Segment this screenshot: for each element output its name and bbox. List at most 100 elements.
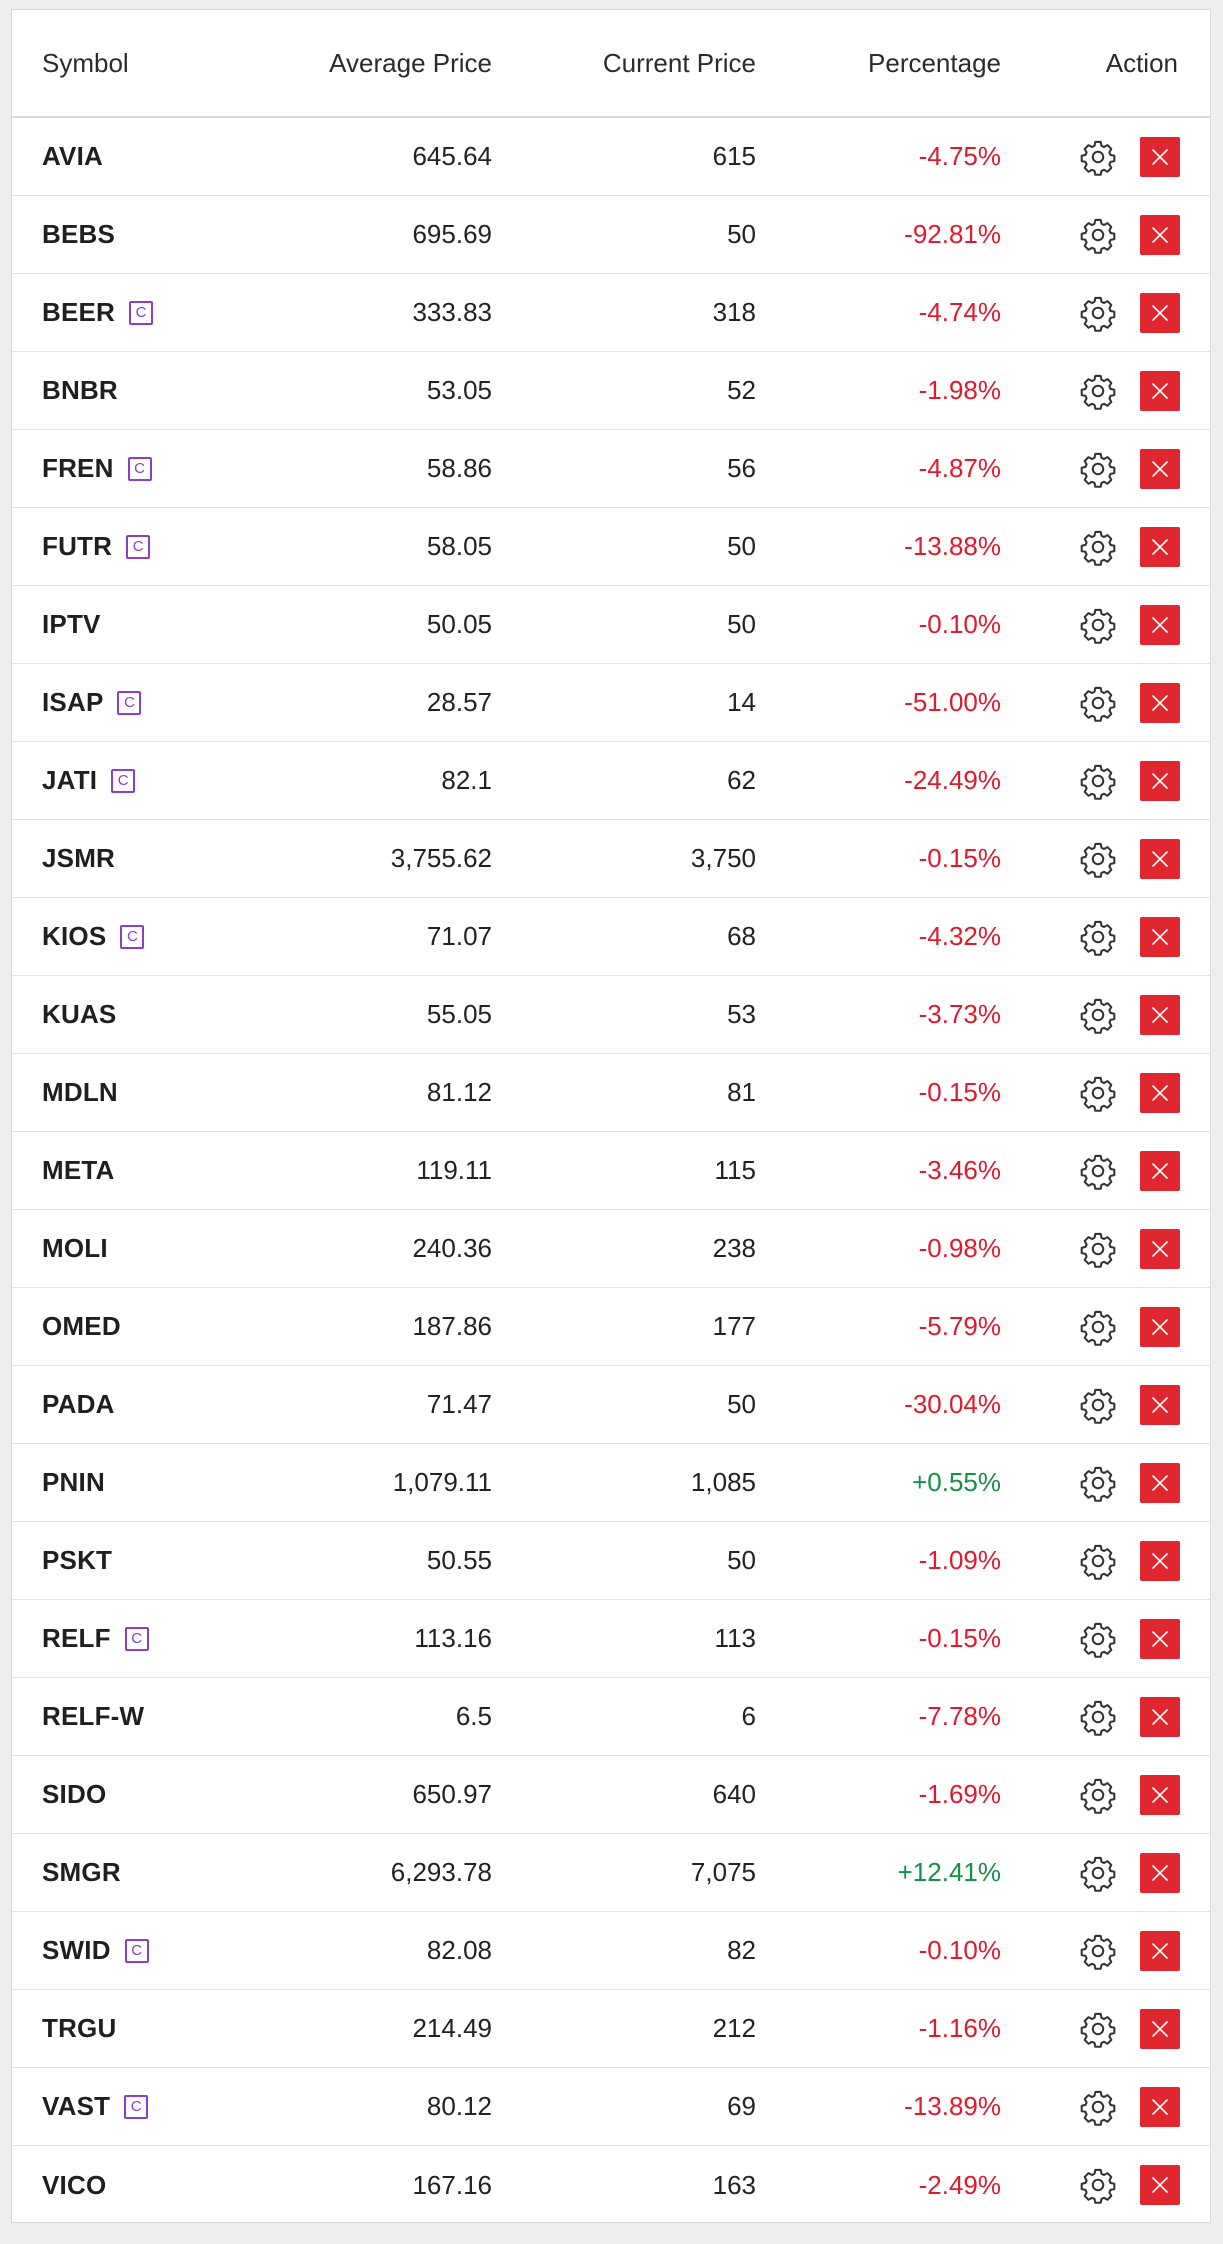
symbol-text[interactable]: PSKT (42, 1545, 113, 1575)
settings-button[interactable] (1078, 761, 1118, 801)
symbol-text[interactable]: PADA (42, 1389, 115, 1419)
settings-button[interactable] (1078, 1931, 1118, 1971)
symbol-text[interactable]: KIOS (42, 921, 107, 951)
settings-button[interactable] (1078, 2165, 1118, 2205)
symbol-text[interactable]: PNIN (42, 1467, 105, 1497)
symbol-text[interactable]: FUTR (42, 531, 113, 561)
symbol-cell: SIDO (12, 1779, 232, 1810)
settings-button[interactable] (1078, 215, 1118, 255)
settings-button[interactable] (1078, 449, 1118, 489)
symbol-text[interactable]: VICO (42, 2169, 107, 2200)
symbol-text[interactable]: FREN (42, 453, 114, 483)
delete-button[interactable] (1140, 1852, 1180, 1893)
symbol-text[interactable]: KUAS (42, 999, 117, 1029)
symbol-text[interactable]: SMGR (42, 1857, 121, 1887)
settings-button[interactable] (1078, 1151, 1118, 1191)
settings-button[interactable] (1078, 371, 1118, 411)
settings-button[interactable] (1078, 683, 1118, 723)
delete-button[interactable] (1140, 2086, 1180, 2127)
delete-button[interactable] (1140, 526, 1180, 567)
table-row: AVIA 645.64 615 -4.75% (12, 118, 1210, 196)
percentage-cell: -13.88% (904, 531, 1001, 561)
settings-button[interactable] (1078, 137, 1118, 177)
delete-button[interactable] (1140, 214, 1180, 255)
settings-button[interactable] (1078, 293, 1118, 333)
header-symbol[interactable]: Symbol (42, 47, 129, 78)
symbol-text[interactable]: VAST (42, 2091, 111, 2121)
symbol-text[interactable]: MDLN (42, 1077, 118, 1107)
delete-button[interactable] (1140, 1540, 1180, 1581)
header-percentage[interactable]: Percentage (868, 47, 1001, 78)
delete-button[interactable] (1140, 448, 1180, 489)
settings-button[interactable] (1078, 1307, 1118, 1347)
delete-button[interactable] (1140, 916, 1180, 957)
average-price-cell: 55.05 (426, 999, 492, 1029)
delete-button[interactable] (1140, 760, 1180, 801)
settings-button[interactable] (1078, 2009, 1118, 2049)
settings-button[interactable] (1078, 995, 1118, 1035)
header-average-price[interactable]: Average Price (329, 47, 492, 78)
symbol-text[interactable]: AVIA (42, 141, 103, 171)
delete-button[interactable] (1140, 1306, 1180, 1347)
delete-button[interactable] (1140, 682, 1180, 723)
delete-button[interactable] (1140, 1696, 1180, 1737)
delete-button[interactable] (1140, 1072, 1180, 1113)
delete-button[interactable] (1140, 838, 1180, 879)
settings-button[interactable] (1078, 1853, 1118, 1893)
symbol-text[interactable]: RELF (42, 1623, 111, 1653)
settings-button[interactable] (1078, 1463, 1118, 1503)
delete-button[interactable] (1140, 370, 1180, 411)
delete-button[interactable] (1140, 292, 1180, 333)
close-icon (1152, 226, 1168, 243)
settings-button[interactable] (1078, 1541, 1118, 1581)
settings-button[interactable] (1078, 1229, 1118, 1269)
header-current-price[interactable]: Current Price (602, 47, 756, 78)
settings-button[interactable] (1078, 1073, 1118, 1113)
current-price-cell: 52 (727, 375, 756, 405)
delete-button[interactable] (1140, 1930, 1180, 1971)
symbol-text[interactable]: JATI (42, 765, 98, 795)
settings-button[interactable] (1078, 917, 1118, 957)
settings-button[interactable] (1078, 2087, 1118, 2127)
close-icon (1152, 1786, 1168, 1803)
symbol-text[interactable]: RELF-W (42, 1701, 145, 1731)
symbol-cell: MOLI (12, 1233, 232, 1264)
symbol-text[interactable]: SWID (42, 1935, 111, 1965)
delete-button[interactable] (1140, 136, 1180, 177)
symbol-text[interactable]: BEER (42, 297, 116, 327)
symbol-text[interactable]: ISAP (42, 687, 104, 717)
settings-button[interactable] (1078, 1697, 1118, 1737)
delete-button[interactable] (1140, 2008, 1180, 2049)
settings-button[interactable] (1078, 1385, 1118, 1425)
settings-button[interactable] (1078, 839, 1118, 879)
delete-button[interactable] (1140, 604, 1180, 645)
delete-button[interactable] (1140, 1774, 1180, 1815)
delete-button[interactable] (1140, 1462, 1180, 1503)
symbol-text[interactable]: TRGU (42, 2013, 117, 2043)
delete-button[interactable] (1140, 1150, 1180, 1191)
settings-button[interactable] (1078, 527, 1118, 567)
settings-button[interactable] (1078, 605, 1118, 645)
table-row: KUAS 55.05 53 -3.73% (12, 976, 1210, 1054)
symbol-text[interactable]: IPTV (42, 609, 101, 639)
delete-button[interactable] (1140, 1384, 1180, 1425)
symbol-text[interactable]: META (42, 1155, 115, 1185)
symbol-text[interactable]: SIDO (42, 1779, 107, 1809)
delete-button[interactable] (1140, 2165, 1180, 2205)
symbol-cell: RELF-W (12, 1701, 232, 1732)
close-icon (1152, 304, 1168, 321)
percentage-cell: -4.74% (918, 297, 1001, 327)
symbol-text[interactable]: BEBS (42, 219, 116, 249)
delete-button[interactable] (1140, 1228, 1180, 1269)
delete-button[interactable] (1140, 994, 1180, 1035)
average-price-cell: 58.05 (426, 531, 492, 561)
settings-button[interactable] (1078, 1619, 1118, 1659)
settings-button[interactable] (1078, 1775, 1118, 1815)
symbol-text[interactable]: MOLI (42, 1233, 108, 1263)
symbol-text[interactable]: BNBR (42, 375, 118, 405)
symbol-text[interactable]: OMED (42, 1311, 121, 1341)
average-price-cell: 214.49 (412, 2013, 492, 2043)
delete-button[interactable] (1140, 1618, 1180, 1659)
average-price-cell: 50.05 (426, 609, 492, 639)
symbol-text[interactable]: JSMR (42, 843, 116, 873)
